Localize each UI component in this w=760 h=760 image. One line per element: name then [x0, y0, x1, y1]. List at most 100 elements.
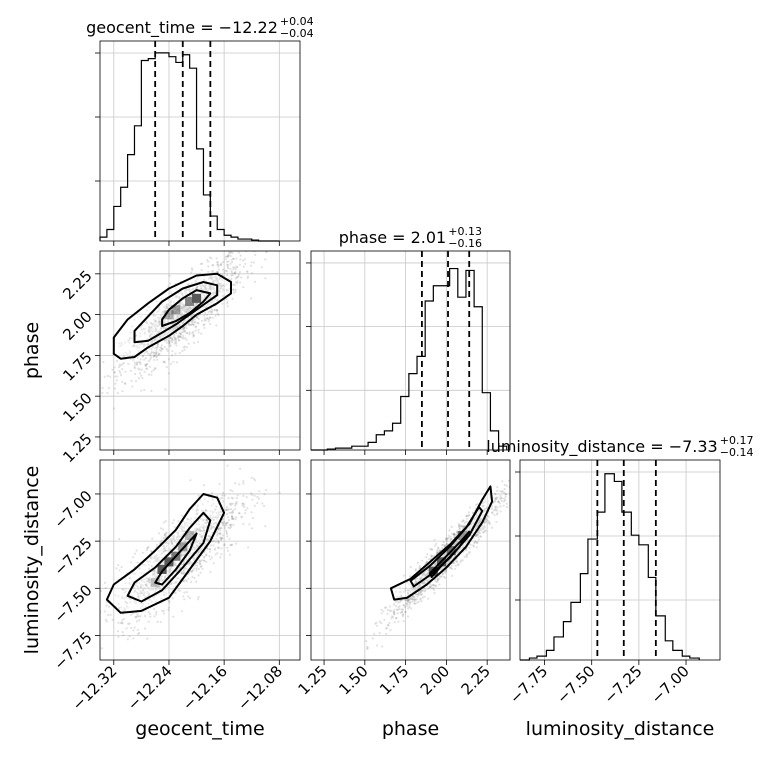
sample-point — [419, 577, 422, 580]
sample-point — [162, 550, 165, 554]
sample-point — [505, 502, 508, 505]
histogram-frame — [519, 459, 721, 661]
sample-point — [167, 331, 171, 334]
sample-point — [225, 298, 228, 301]
sample-point — [134, 372, 137, 376]
sample-point — [236, 280, 239, 283]
sample-point — [140, 389, 143, 392]
sample-point — [159, 321, 162, 324]
sample-point — [458, 524, 461, 527]
sample-point — [175, 341, 178, 345]
density-cell — [185, 530, 195, 541]
histogram-frame — [310, 250, 511, 451]
sample-point — [228, 524, 231, 527]
sample-point — [163, 361, 166, 364]
sample-point — [454, 542, 457, 545]
sample-point — [162, 545, 165, 548]
sample-point — [169, 566, 172, 569]
sample-point — [155, 575, 158, 578]
sample-point — [180, 307, 183, 310]
title-text: geocent_time = −12.22 — [86, 18, 278, 38]
sample-point — [155, 571, 158, 574]
sample-point — [189, 552, 193, 555]
sample-point — [217, 278, 220, 281]
sample-point — [211, 276, 214, 279]
sample-point — [451, 574, 454, 577]
sample-point — [167, 339, 170, 342]
sample-point — [207, 303, 210, 306]
sample-point — [180, 305, 183, 308]
sample-point — [227, 254, 230, 257]
title-upper-error: +0.04 — [280, 15, 314, 28]
sample-point — [147, 578, 151, 582]
sample-point — [202, 323, 205, 326]
sample-point — [177, 577, 180, 580]
sample-point — [408, 600, 411, 604]
sample-point — [223, 293, 226, 296]
sample-point — [160, 539, 163, 542]
sample-point — [121, 597, 124, 600]
sample-point — [200, 565, 203, 568]
sample-point — [198, 533, 201, 536]
sample-point — [189, 520, 192, 523]
sample-point — [189, 533, 192, 536]
sample-point — [384, 606, 387, 609]
sample-point — [164, 304, 167, 307]
sample-point — [230, 270, 233, 273]
sample-point — [164, 388, 167, 391]
sample-point — [249, 264, 253, 267]
panel-frame — [310, 459, 511, 661]
sample-point — [175, 581, 178, 584]
sample-point — [366, 647, 369, 651]
sample-point — [217, 280, 220, 283]
sample-point — [468, 525, 471, 529]
sample-point — [168, 587, 171, 590]
sample-point — [208, 548, 211, 551]
sample-point — [236, 266, 239, 269]
sample-point — [409, 565, 412, 569]
sample-point — [123, 609, 127, 612]
sample-point — [194, 325, 197, 328]
sample-point — [476, 541, 479, 544]
sample-point — [203, 530, 206, 533]
sample-point — [381, 645, 384, 648]
sample-point — [401, 608, 405, 611]
sample-point — [153, 333, 156, 336]
sample-point — [201, 526, 204, 529]
sample-point — [132, 637, 135, 640]
sample-point — [185, 310, 188, 313]
sample-point — [229, 523, 232, 527]
sample-point — [184, 291, 187, 294]
panel-background — [100, 460, 300, 660]
sample-point — [190, 517, 193, 521]
sample-point — [127, 339, 130, 342]
sample-point — [242, 480, 245, 483]
sample-point — [163, 575, 167, 579]
sample-point — [248, 249, 250, 251]
sample-point — [459, 524, 462, 527]
sample-point — [154, 585, 157, 588]
sample-point — [203, 519, 206, 522]
sample-point — [119, 344, 122, 348]
sample-point — [499, 505, 502, 508]
sample-point — [188, 331, 191, 334]
sample-point — [195, 303, 198, 306]
sample-point — [366, 645, 369, 648]
sample-point — [231, 497, 235, 500]
title-lower-error: −0.16 — [448, 237, 482, 250]
sample-point — [200, 536, 204, 539]
sample-point — [181, 293, 184, 296]
sample-point — [447, 561, 450, 564]
sample-point — [147, 592, 150, 595]
sample-point — [212, 544, 215, 547]
sample-point — [502, 500, 506, 503]
sample-point — [194, 530, 197, 534]
sample-point — [435, 581, 439, 584]
sample-point — [147, 611, 150, 614]
sample-point — [133, 600, 136, 603]
sample-point — [180, 571, 183, 574]
sample-point — [481, 514, 484, 517]
sample-point — [120, 606, 123, 609]
sample-point — [196, 544, 199, 547]
sample-point — [236, 282, 239, 285]
